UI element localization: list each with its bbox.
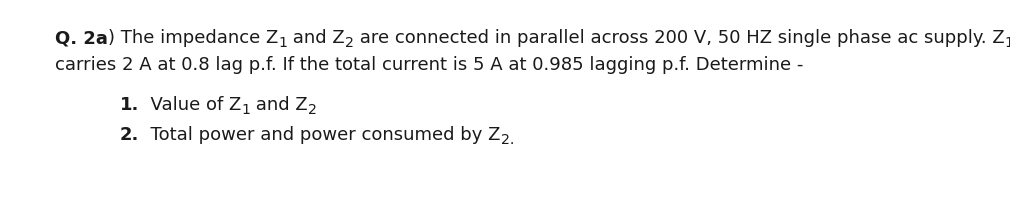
- Text: 1: 1: [278, 36, 287, 49]
- Text: carries 2 A at 0.8 lag p.f. If the total current is 5 A at 0.985 lagging p.f. De: carries 2 A at 0.8 lag p.f. If the total…: [55, 56, 803, 74]
- Text: Value of Z: Value of Z: [139, 96, 241, 114]
- Text: are connected in parallel across 200 V, 50 HZ single phase ac supply. Z: are connected in parallel across 200 V, …: [354, 29, 1004, 47]
- Text: Q. 2a: Q. 2a: [55, 29, 108, 47]
- Text: ): ): [108, 29, 115, 47]
- Text: 2: 2: [344, 36, 354, 49]
- Text: and Z: and Z: [287, 29, 344, 47]
- Text: 1: 1: [1004, 36, 1010, 49]
- Text: The impedance Z: The impedance Z: [115, 29, 278, 47]
- Text: 1.: 1.: [120, 96, 139, 114]
- Text: and Z: and Z: [250, 96, 308, 114]
- Text: 2.: 2.: [120, 126, 139, 144]
- Text: 1: 1: [241, 102, 250, 116]
- Text: Total power and power consumed by Z: Total power and power consumed by Z: [139, 126, 501, 144]
- Text: 2.: 2.: [501, 133, 514, 146]
- Text: 2: 2: [308, 102, 317, 116]
